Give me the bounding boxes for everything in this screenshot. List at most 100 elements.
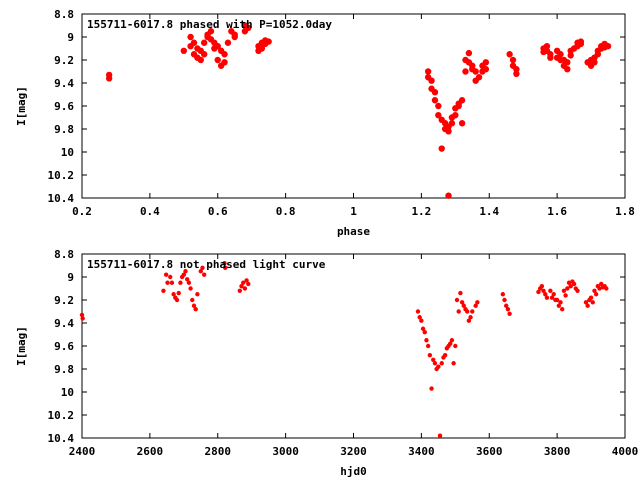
chart-2-data-point xyxy=(190,297,195,303)
chart-2-data-point xyxy=(536,289,541,295)
chart-1-data-point xyxy=(445,192,452,199)
chart-1-data-point xyxy=(207,28,215,35)
chart-2-data-point xyxy=(201,272,207,277)
chart-2-x-tick-label: 3400 xyxy=(408,445,435,458)
chart-2-data-point xyxy=(420,326,426,331)
chart-1-data-point xyxy=(475,74,483,81)
chart-1-y-axis-label: I[mag] xyxy=(15,86,28,126)
chart-2-data-point xyxy=(241,280,246,285)
chart-2-x-axis-label: hjd0 xyxy=(340,465,367,478)
chart-2-data-point xyxy=(222,261,227,266)
chart-2-data-point xyxy=(242,286,248,291)
chart-1-data-point xyxy=(547,54,554,61)
chart-2-data-point xyxy=(419,318,424,323)
chart-2-data-point xyxy=(188,286,193,291)
chart-2-data-point xyxy=(504,303,509,308)
chart-1-data-point xyxy=(577,40,585,48)
chart-2-data-point xyxy=(171,292,176,297)
chart-2-data-point xyxy=(464,309,470,314)
chart-2-data-point xyxy=(544,295,550,300)
chart-1-data-point xyxy=(438,145,445,152)
chart-1-x-tick-label: 1.4 xyxy=(479,205,499,218)
chart-2-data-point xyxy=(461,303,466,308)
chart-2-data-point xyxy=(181,272,187,277)
chart-1-data-point xyxy=(506,51,513,58)
chart-1-y-tick-label: 9.6 xyxy=(54,100,74,113)
chart-1-data-point xyxy=(564,66,571,73)
chart-2-data-point xyxy=(186,280,192,285)
chart-2-data-point xyxy=(454,297,460,303)
chart-2-x-tick-label: 3000 xyxy=(272,445,299,458)
chart-2-data-point xyxy=(195,292,200,297)
chart-1-x-axis-label: phase xyxy=(337,225,370,238)
chart-2-data-point xyxy=(425,343,431,349)
chart-2-data-point xyxy=(597,286,602,291)
chart-2-data-point xyxy=(568,284,573,289)
chart-1-data-point xyxy=(445,128,452,135)
chart-2-data-point xyxy=(185,277,190,282)
chart-2-x-tick-label: 3200 xyxy=(340,445,367,458)
chart-2-x-tick-label: 2800 xyxy=(205,445,232,458)
chart-1-y-tick-label: 9.4 xyxy=(54,77,74,90)
chart-2-data-point xyxy=(161,288,166,293)
chart-1-data-point xyxy=(482,66,490,73)
chart-1-data-point xyxy=(214,43,221,50)
chart-2-data-point xyxy=(590,300,595,305)
chart-1-data-point xyxy=(543,43,551,50)
chart-2-data-point xyxy=(473,303,478,308)
chart-2-data-point xyxy=(571,281,577,287)
chart-1-data-point xyxy=(567,52,574,59)
chart-2-data-point xyxy=(561,288,567,293)
chart-2-data-point xyxy=(565,286,570,291)
chart-1-x-tick-label: 1.2 xyxy=(411,205,431,218)
chart-2-data-point xyxy=(459,300,465,305)
chart-2-data-point xyxy=(244,278,249,283)
chart-1-data-point xyxy=(482,59,490,66)
chart-2-data-point xyxy=(432,361,438,366)
chart-2-data-point xyxy=(543,292,548,297)
chart-2-data-point xyxy=(449,338,455,343)
chart-1-title: 155711-6017.8 phased with P=1052.0day xyxy=(87,18,332,31)
chart-1-data-point xyxy=(604,43,612,50)
chart-1-data-point xyxy=(265,38,272,45)
chart-1-data-point xyxy=(258,45,266,52)
chart-2-y-tick-label: 10.4 xyxy=(48,432,75,445)
chart-1-data-point xyxy=(221,51,228,58)
chart-2-data-point xyxy=(548,288,553,293)
chart-2-data-point xyxy=(458,290,463,296)
chart-1-data-point xyxy=(458,120,466,127)
chart-2-data-point xyxy=(551,292,556,297)
chart-1-data-point xyxy=(431,89,439,96)
chart-2-data-point xyxy=(470,309,475,314)
chart-1-x-tick-label: 0.8 xyxy=(276,205,296,218)
chart-2-data-point xyxy=(588,295,594,300)
chart-1-data-point xyxy=(197,56,204,64)
chart-2-data-point xyxy=(237,288,243,293)
chart-1-y-tick-label: 10 xyxy=(61,146,74,159)
chart-2-data-point xyxy=(191,303,197,308)
chart-1-data-point xyxy=(465,49,473,57)
chart-2-data-point xyxy=(539,284,545,289)
chart-2-data-point xyxy=(583,300,589,305)
chart-2-data-point xyxy=(507,311,512,316)
chart-2-data-point xyxy=(417,315,422,320)
chart-2-data-point xyxy=(560,307,565,312)
chart-2-data-point xyxy=(566,280,572,285)
chart-2-data-point xyxy=(79,312,85,318)
chart-2-x-tick-label: 2400 xyxy=(69,445,96,458)
chart-2-data-point xyxy=(466,318,472,323)
chart-1-plot-frame xyxy=(81,13,626,199)
chart-2-data-point xyxy=(422,330,427,335)
chart-2-data-point xyxy=(168,274,173,280)
chart-1-data-point xyxy=(452,112,459,119)
chart-1-data-point xyxy=(448,120,456,127)
chart-1-y-tick-label: 9 xyxy=(67,31,74,44)
chart-2-y-tick-label: 9.4 xyxy=(54,317,74,330)
chart-2-data-point xyxy=(246,281,251,287)
chart-1-y-tick-label: 10.2 xyxy=(48,169,75,182)
chart-2-data-point xyxy=(80,316,85,321)
chart-2-y-tick-label: 9.2 xyxy=(54,294,74,307)
chart-1-y-tick-label: 9.8 xyxy=(54,123,74,136)
chart-2-data-point xyxy=(424,338,429,343)
chart-2-data-point xyxy=(176,290,181,296)
